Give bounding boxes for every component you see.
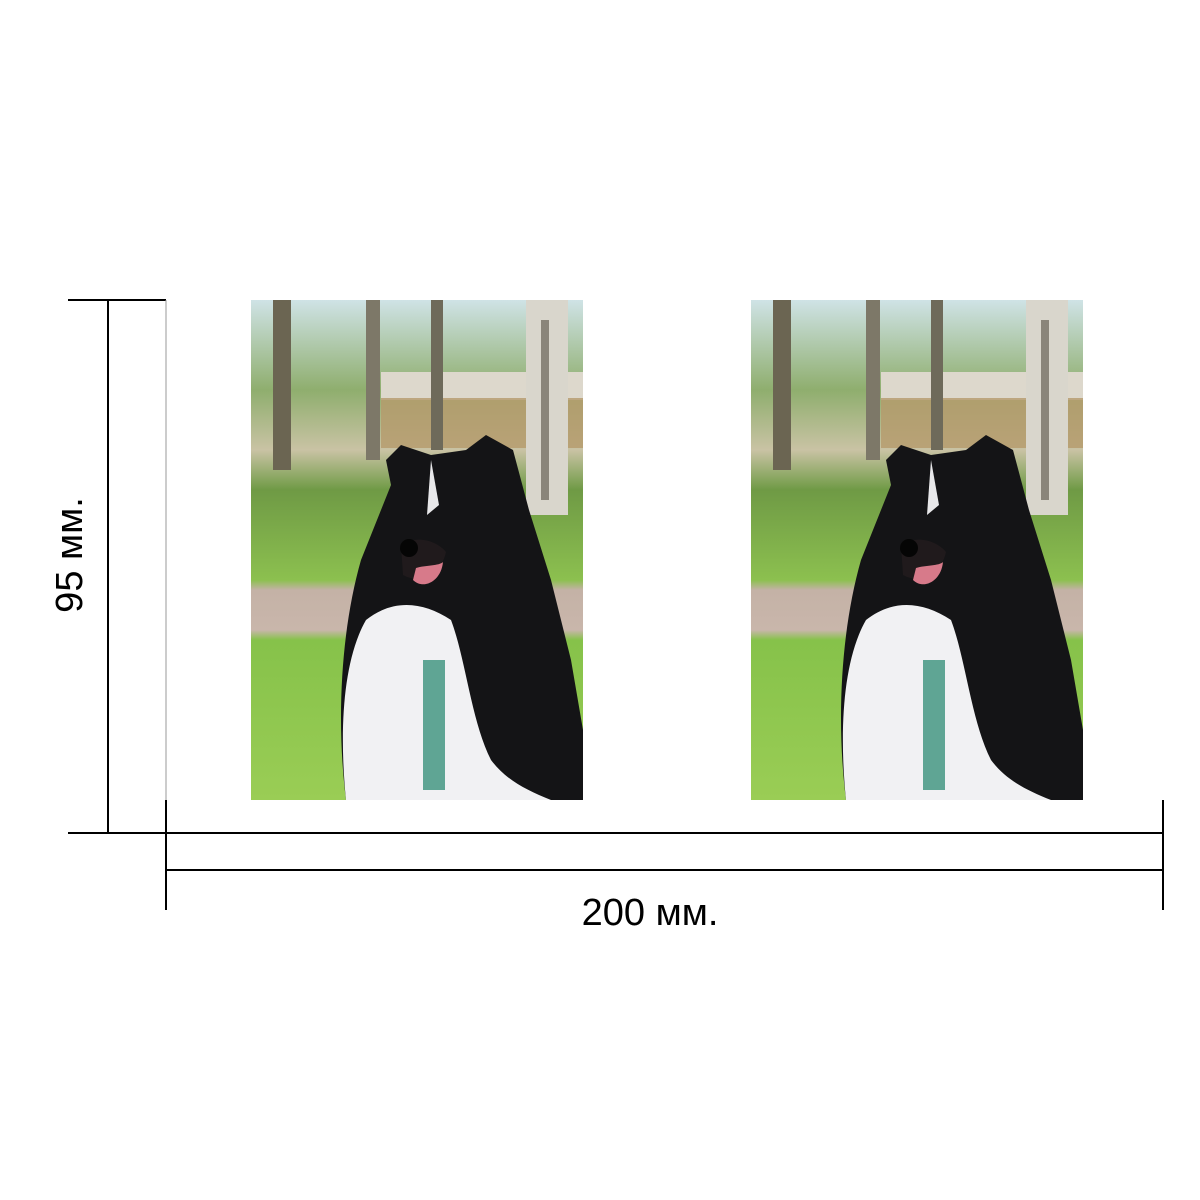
product-photo [751, 300, 1083, 800]
height-label: 95 мм. [49, 497, 91, 613]
dimension-lines [68, 299, 1164, 910]
width-label: 200 мм. [582, 892, 719, 934]
product-photo [251, 300, 583, 800]
